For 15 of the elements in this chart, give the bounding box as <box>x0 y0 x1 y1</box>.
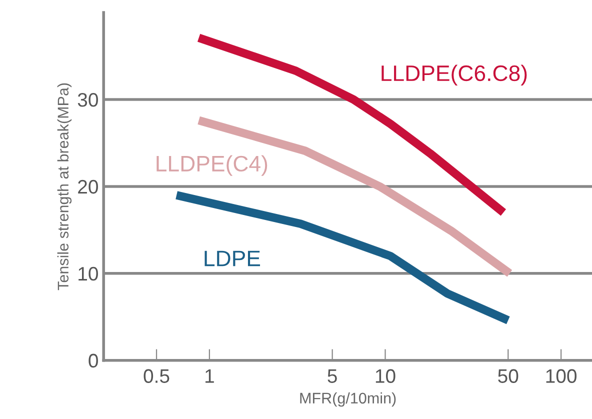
x-tick-label: 50 <box>498 369 518 383</box>
x-axis-title: MFR(g/10min) <box>300 392 396 407</box>
x-tick-label: 100 <box>546 369 577 383</box>
series-label: LLDPE(C6.C8) <box>382 64 527 86</box>
series-label: LDPE <box>204 250 260 266</box>
x-tick-label: 5 <box>328 369 337 383</box>
y-axis-title: Tensile strength at break(MPa) <box>57 83 72 290</box>
series-label: LLDPE(C4) <box>156 155 268 176</box>
x-tick-label: 1 <box>206 369 214 383</box>
x-tick-label: 0.5 <box>144 369 170 383</box>
y-tick-label: 30 <box>78 92 98 107</box>
y-tick-label: 0 <box>88 354 98 368</box>
x-tick-label: 10 <box>376 369 396 383</box>
y-tick-label: 20 <box>78 180 98 194</box>
y-tick-label: 10 <box>78 266 98 281</box>
